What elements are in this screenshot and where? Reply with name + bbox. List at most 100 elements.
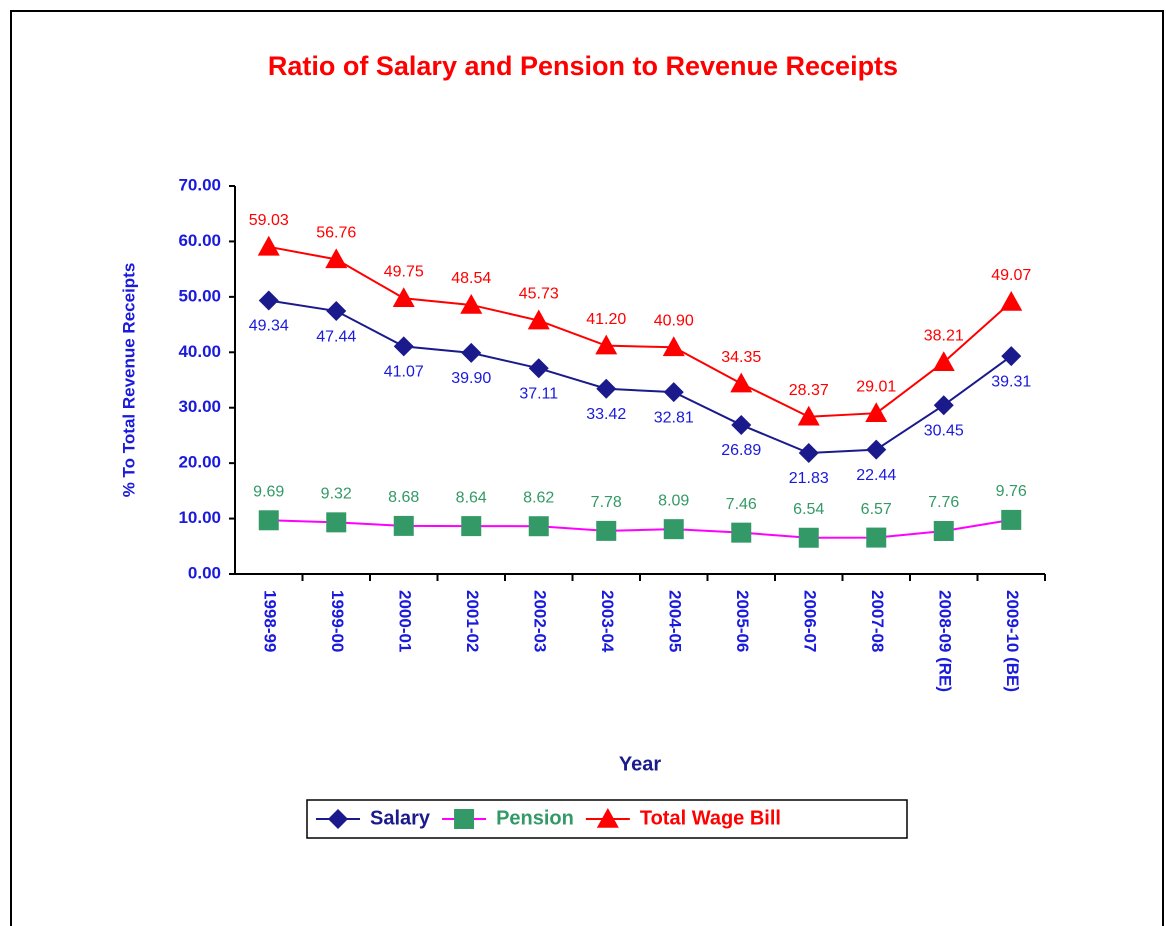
marker: [454, 809, 475, 829]
series-line: [268, 518, 1012, 539]
marker: [595, 334, 618, 355]
x-tick-label: 2005-06: [733, 590, 752, 652]
data-label: 9.32: [321, 486, 352, 503]
marker: [933, 395, 954, 416]
data-label: 28.37: [789, 382, 829, 399]
marker: [731, 414, 752, 435]
data-label: 9.76: [996, 483, 1027, 500]
data-label: 34.35: [721, 349, 761, 366]
series-line: [268, 245, 1012, 418]
marker: [461, 516, 482, 537]
data-label: 8.62: [523, 489, 554, 506]
data-label: 47.44: [316, 328, 356, 345]
x-tick-label: 2000-01: [395, 590, 414, 652]
data-label: 49.34: [249, 318, 289, 335]
y-tick-label: 60.00: [178, 231, 221, 250]
marker: [798, 527, 819, 548]
marker: [325, 248, 348, 269]
marker: [731, 522, 752, 543]
y-tick-label: 10.00: [178, 508, 221, 527]
marker: [528, 516, 549, 537]
marker: [596, 808, 619, 828]
marker: [866, 439, 887, 460]
marker: [663, 382, 684, 403]
marker: [392, 287, 415, 308]
data-label: 8.64: [456, 489, 487, 506]
marker: [866, 527, 887, 548]
data-label: 26.89: [721, 442, 761, 459]
y-tick-label: 30.00: [178, 397, 221, 416]
data-label: 7.78: [591, 494, 622, 511]
marker: [258, 510, 279, 531]
data-label: 37.11: [519, 386, 558, 403]
data-label: 30.45: [924, 422, 964, 439]
x-tick-label: 2003-04: [598, 590, 617, 653]
x-tick-label: 2007-08: [868, 590, 887, 652]
data-label: 6.54: [793, 501, 824, 518]
marker: [328, 809, 348, 829]
data-label: 8.09: [658, 492, 689, 509]
marker: [596, 520, 617, 541]
marker: [933, 520, 954, 541]
marker: [798, 442, 819, 463]
marker: [797, 405, 820, 426]
data-label: 9.69: [253, 484, 284, 501]
data-label: 41.07: [384, 364, 424, 381]
x-axis-title: Year: [619, 753, 661, 775]
x-tick-label: 2008-09 (RE): [935, 590, 954, 692]
y-tick-label: 0.00: [188, 563, 221, 582]
marker: [326, 301, 347, 322]
marker: [1001, 509, 1022, 530]
y-tick-label: 70.00: [178, 175, 221, 194]
data-label: 7.46: [726, 496, 757, 513]
y-tick-label: 40.00: [178, 342, 221, 361]
marker: [1000, 291, 1023, 311]
data-label: 8.68: [388, 489, 419, 506]
data-label: 56.76: [316, 225, 356, 242]
marker: [730, 372, 753, 393]
marker: [663, 519, 684, 540]
marker: [257, 235, 280, 256]
x-tick-label: 1998-99: [260, 590, 279, 652]
marker: [596, 378, 617, 399]
x-tick-label: 2009-10 (BE): [1003, 590, 1022, 692]
data-label: 49.07: [991, 267, 1031, 284]
data-label: 21.83: [789, 470, 829, 487]
data-label: 48.54: [451, 270, 491, 287]
data-label: 7.76: [928, 494, 959, 511]
data-label: 59.03: [249, 212, 289, 229]
marker: [258, 290, 279, 311]
marker: [527, 309, 550, 330]
legend-label: Salary: [370, 807, 431, 829]
marker: [865, 402, 888, 423]
legend-label: Pension: [496, 807, 574, 829]
y-axis-title: % To Total Revenue Receipts: [119, 263, 138, 498]
data-label: 22.44: [856, 467, 896, 484]
data-label: 29.01: [856, 378, 896, 395]
series-line: [268, 299, 1012, 455]
data-label: 39.31: [991, 373, 1031, 390]
marker: [662, 336, 685, 357]
marker: [1001, 346, 1022, 367]
data-label: 32.81: [654, 409, 694, 426]
marker: [393, 336, 414, 357]
data-label: 49.75: [384, 263, 424, 280]
legend-label: Total Wage Bill: [640, 807, 781, 829]
marker: [461, 342, 482, 363]
data-label: 33.42: [586, 406, 626, 423]
x-tick-label: 2002-03: [530, 590, 549, 652]
data-label: 41.20: [586, 311, 626, 328]
x-tick-label: 2006-07: [800, 590, 819, 652]
x-tick-label: 2001-02: [463, 590, 482, 652]
x-tick-label: 2004-05: [665, 590, 684, 652]
marker: [460, 293, 483, 314]
marker: [932, 351, 955, 372]
data-label: 38.21: [924, 327, 964, 344]
marker: [528, 358, 549, 379]
x-tick-label: 1999-00: [328, 590, 347, 652]
chart-title: Ratio of Salary and Pension to Revenue R…: [268, 51, 898, 81]
data-label: 45.73: [519, 286, 559, 303]
marker: [393, 515, 414, 536]
